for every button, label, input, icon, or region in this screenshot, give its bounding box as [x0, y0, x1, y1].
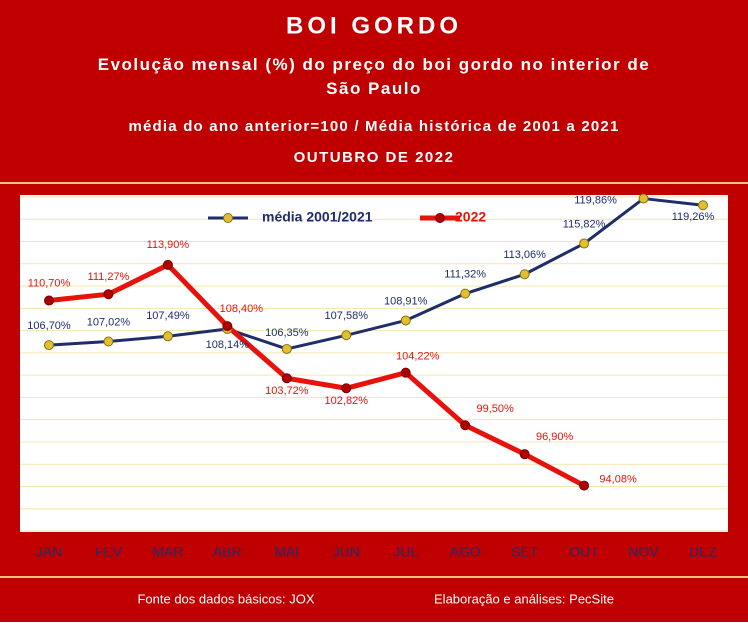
- legend-marker: [435, 213, 445, 223]
- data-label: 96,90%: [536, 431, 574, 443]
- data-label: 99,50%: [477, 403, 515, 415]
- point: [222, 321, 233, 332]
- footer-left: Fonte dos dados básicos: JOX: [137, 591, 314, 606]
- point: [103, 289, 114, 300]
- x-tick-label: SET: [511, 544, 539, 560]
- x-tick-label: MAI: [274, 544, 299, 560]
- point: [579, 480, 590, 491]
- point: [638, 193, 649, 204]
- point: [281, 343, 292, 354]
- data-label: 108,91%: [384, 295, 428, 307]
- point: [162, 259, 173, 270]
- data-label: 94,08%: [599, 473, 637, 485]
- data-label: 102,82%: [325, 395, 369, 407]
- point: [44, 340, 54, 351]
- point: [400, 367, 411, 378]
- x-tick-label: NOV: [628, 544, 659, 560]
- x-tick-label: AGO: [450, 544, 481, 560]
- data-label: 108,14%: [206, 339, 250, 351]
- point: [519, 449, 530, 460]
- data-label: 111,32%: [444, 269, 486, 281]
- point: [44, 295, 54, 306]
- x-tick-label: ABR: [213, 544, 242, 560]
- data-label: 119,26%: [672, 211, 715, 223]
- subtitle: Evolução mensal (%) do preço do boi gord…: [98, 55, 650, 98]
- x-tick-label: JUN: [333, 544, 360, 560]
- data-label: 113,90%: [147, 239, 190, 251]
- data-label: 103,72%: [265, 385, 309, 397]
- x-tick-label: MAR: [152, 544, 183, 560]
- data-label: 111,27%: [88, 271, 130, 283]
- date-label: OUTUBRO DE 2022: [294, 149, 455, 166]
- data-label: 119,86%: [574, 194, 617, 206]
- point: [460, 288, 471, 299]
- legend-label: 2022: [455, 209, 486, 225]
- x-tick-label: JUL: [393, 544, 418, 560]
- x-tick-label: OUT: [569, 544, 599, 560]
- footer-right: Elaboração e análises: PecSite: [434, 591, 614, 606]
- point: [400, 315, 411, 326]
- legend-label: média 2001/2021: [262, 209, 373, 225]
- data-label: 104,22%: [396, 351, 440, 363]
- data-label: 115,82%: [563, 218, 606, 230]
- series-line: [48, 197, 704, 351]
- plot-area: [20, 195, 728, 532]
- x-tick-label: JAN: [36, 544, 62, 560]
- data-label: 113,06%: [503, 249, 546, 261]
- point: [579, 238, 590, 249]
- data-label: 106,70%: [27, 320, 71, 332]
- legend-marker: [223, 213, 233, 223]
- series-line: [48, 262, 586, 488]
- point: [460, 420, 471, 431]
- data-label: 107,49%: [146, 310, 190, 322]
- subtitle2: média do ano anterior=100 / Média histór…: [128, 118, 619, 135]
- point: [162, 331, 173, 342]
- data-label: 107,02%: [87, 316, 131, 328]
- data-label: 110,70%: [28, 277, 71, 289]
- data-label: 107,58%: [325, 310, 369, 322]
- data-label: 106,35%: [265, 327, 309, 339]
- point: [103, 336, 114, 347]
- point: [341, 330, 352, 341]
- data-label: 108,40%: [220, 303, 264, 315]
- x-tick-label: DEZ: [689, 544, 717, 560]
- point: [341, 383, 352, 394]
- point: [698, 200, 708, 211]
- chart-title: BOI GORDO: [286, 12, 462, 39]
- point: [281, 373, 292, 384]
- x-tick-label: FEV: [95, 544, 123, 560]
- point: [519, 269, 530, 280]
